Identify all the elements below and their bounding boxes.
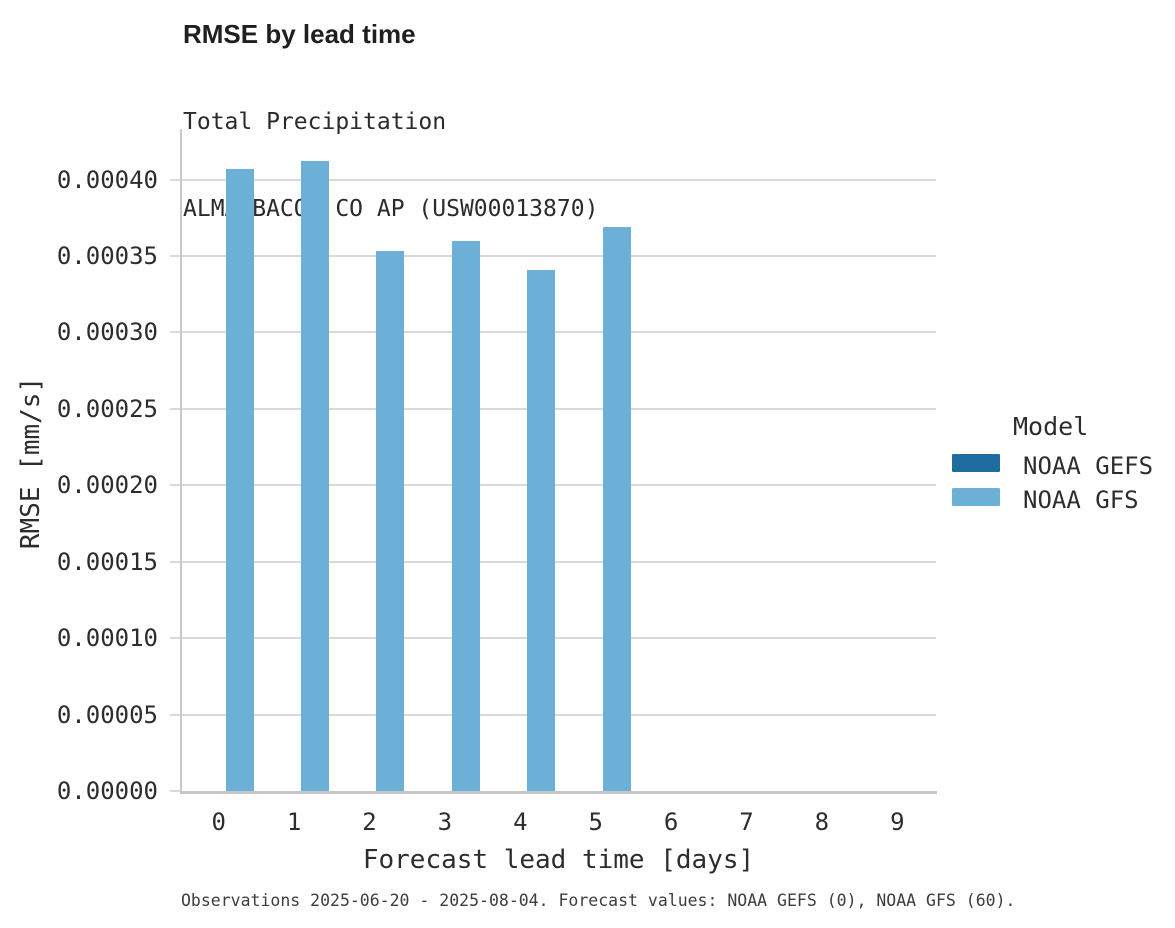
y-tick-label: 0.00030 xyxy=(56,318,158,347)
y-tick-label: 0.00005 xyxy=(56,700,158,729)
bar-noaa-gfs-lead-5 xyxy=(602,226,631,791)
y-tick-label: 0.00035 xyxy=(56,241,158,270)
x-tick-label: 1 xyxy=(286,808,302,836)
chart-caption: Observations 2025-06-20 - 2025-08-04. Fo… xyxy=(181,891,1016,910)
y-tick-label: 0.00015 xyxy=(56,547,158,576)
y-tick-label: 0.00020 xyxy=(56,471,158,500)
x-tick-label: 5 xyxy=(588,808,603,836)
chart-subtitle-line-1: Total Precipitation xyxy=(183,109,447,135)
bar-noaa-gfs-lead-0 xyxy=(225,168,254,791)
x-axis-line xyxy=(180,791,937,794)
x-tick-label: 6 xyxy=(663,808,679,836)
x-tick-label: 8 xyxy=(814,808,830,836)
y-tick-label: 0.00000 xyxy=(56,777,158,805)
bar-noaa-gfs-lead-2 xyxy=(376,251,405,791)
legend-label-noaa-gfs: NOAA GFS xyxy=(1023,486,1139,514)
x-axis-title: Forecast lead time [days] xyxy=(362,845,755,875)
chart-title: RMSE by lead time xyxy=(183,19,416,49)
y-gridline xyxy=(170,254,936,257)
x-tick-label: 7 xyxy=(739,808,754,836)
y-gridline xyxy=(170,178,936,181)
bar-noaa-gfs-lead-3 xyxy=(451,240,480,791)
y-tick-label: 0.00040 xyxy=(56,165,158,194)
legend-label-noaa-gefs: NOAA GEFS xyxy=(1023,452,1154,480)
bar-noaa-gfs-lead-4 xyxy=(527,269,556,791)
x-tick-label: 9 xyxy=(890,808,905,836)
x-tick-label: 4 xyxy=(513,808,528,836)
legend-title: Model xyxy=(1013,412,1089,441)
y-tick-mark xyxy=(170,790,181,792)
y-axis-line xyxy=(180,129,182,791)
legend-swatch-noaa-gfs xyxy=(952,488,1000,506)
y-tick-label: 0.00025 xyxy=(56,394,158,423)
bar-noaa-gfs-lead-1 xyxy=(300,161,329,791)
legend-swatch-noaa-gefs xyxy=(952,454,1000,472)
x-tick-label: 3 xyxy=(437,808,453,836)
y-tick-label: 0.00010 xyxy=(56,624,158,653)
x-tick-label: 0 xyxy=(211,808,226,836)
x-tick-label: 2 xyxy=(362,808,377,836)
